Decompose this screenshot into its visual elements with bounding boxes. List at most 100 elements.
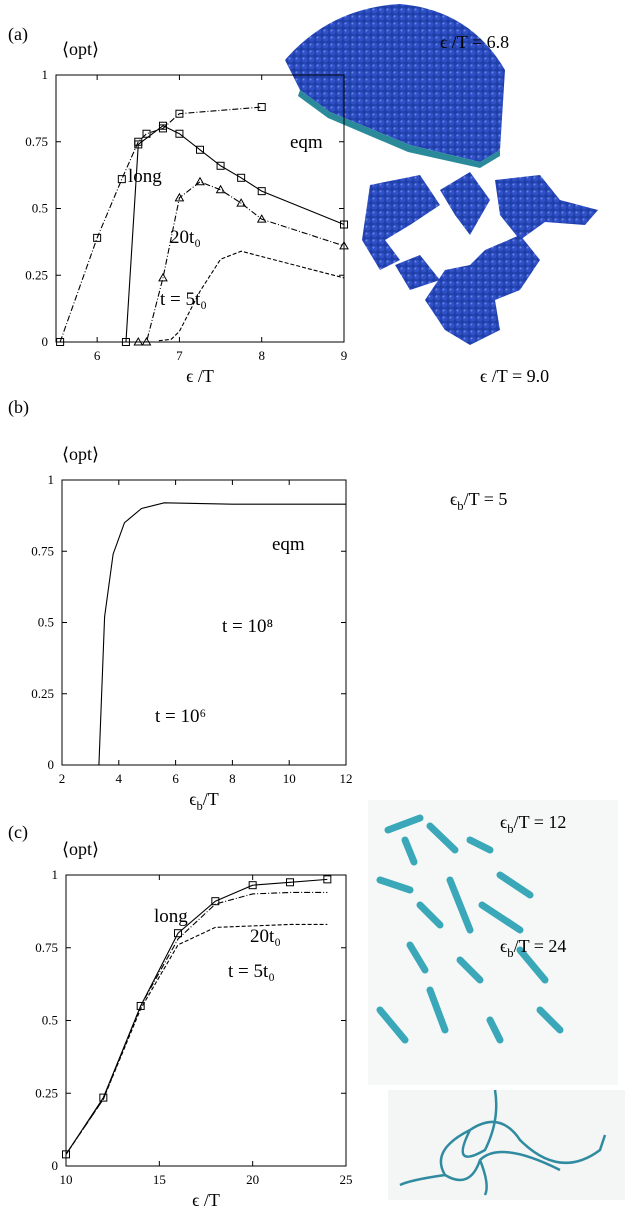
marker [175, 129, 184, 138]
y-tick-label: 0.25 [25, 267, 48, 282]
series-label: long [128, 166, 162, 187]
series-label: eqm [272, 534, 305, 555]
y-axis-label: ⟨opt⟩ [62, 839, 99, 859]
panel-label: (c) [8, 822, 28, 843]
image-label-part: /T = 12 [514, 812, 567, 832]
y-axis-label: ⟨opt⟩ [62, 39, 99, 59]
image-label-part: b [507, 946, 513, 960]
x-tick-label: 9 [341, 348, 348, 363]
image-label-part: /T = 24 [514, 936, 567, 956]
series-label: 20t₀ [250, 926, 281, 947]
marker [141, 336, 152, 346]
image-label: ϵ /T = 9.0 [480, 366, 549, 386]
x-tick-label: 6 [172, 771, 179, 786]
y-tick-label: 1 [52, 867, 59, 882]
y-tick-label: 0.75 [31, 543, 54, 558]
marker [196, 145, 204, 154]
y-tick-label: 0.25 [31, 686, 54, 701]
series-label: long [154, 906, 188, 927]
plot-frame [65, 874, 347, 1167]
marker [237, 173, 246, 182]
chain-image [388, 1089, 625, 1200]
y-tick-label: 0 [42, 334, 49, 349]
y-tick-label: 0.25 [35, 1085, 58, 1100]
x-axis-label-part: ϵ [189, 789, 196, 809]
series-label: 20t₀ [170, 227, 201, 248]
x-tick-label: 10 [60, 1172, 73, 1187]
image-label: ϵb/T = 12 [500, 812, 566, 836]
x-tick-label: 10 [283, 771, 296, 786]
x-tick-label: 8 [229, 771, 236, 786]
image-label-part: b [507, 822, 513, 836]
annotation: t = 10⁶ [155, 706, 206, 727]
image-label-part: ϵ [500, 936, 507, 956]
aggregate-image [362, 172, 598, 345]
marker [236, 198, 247, 207]
marker [174, 192, 185, 202]
marker [175, 109, 184, 118]
crystal-image [285, 4, 505, 168]
y-tick-label: 0.75 [25, 134, 48, 149]
series-line [65, 878, 328, 1155]
marker [134, 140, 143, 149]
series-label: t = 5t₀ [160, 289, 207, 310]
y-tick-label: 0.5 [42, 1013, 58, 1028]
marker [339, 240, 349, 250]
marker [248, 881, 257, 890]
x-tick-label: 15 [153, 1172, 166, 1187]
series-line [62, 502, 346, 766]
marker [256, 214, 267, 223]
series-line [138, 181, 345, 343]
y-tick-label: 1 [42, 67, 49, 82]
series-line [65, 891, 328, 1155]
x-tick-label: 7 [176, 348, 183, 363]
series-line [158, 250, 345, 342]
marker [56, 338, 65, 346]
marker [142, 129, 151, 138]
marker [121, 338, 130, 346]
rods-image [368, 800, 618, 1085]
marker [257, 103, 266, 112]
image-label-part: ϵ [450, 489, 457, 509]
y-tick-label: 0.5 [38, 615, 54, 630]
marker [174, 929, 182, 938]
marker [117, 175, 126, 184]
x-axis-label: ϵ /T [186, 366, 214, 386]
x-axis-label: ϵ /T [192, 1190, 220, 1210]
marker [257, 187, 266, 196]
marker [99, 1093, 108, 1102]
x-tick-label: 20 [246, 1172, 259, 1187]
x-tick-label: 12 [340, 771, 353, 786]
image-label: ϵb/T = 5 [450, 489, 507, 513]
x-axis-label-part: /T [203, 789, 219, 809]
image-label: ϵ /T = 6.8 [440, 32, 509, 52]
x-tick-label: 25 [340, 1172, 353, 1187]
image-label: ϵb/T = 24 [500, 936, 566, 960]
marker [133, 336, 144, 346]
image-label-part: b [457, 499, 463, 513]
y-tick-label: 0.5 [32, 201, 48, 216]
series-label: eqm [290, 132, 323, 153]
panel-label: (b) [8, 397, 29, 418]
image-label-part: ϵ [500, 812, 507, 832]
panel-label: (a) [8, 24, 28, 45]
series-line [125, 125, 345, 343]
marker [195, 176, 205, 186]
annotation: t = 10⁸ [222, 616, 273, 637]
marker [216, 161, 225, 170]
x-axis-label-part: b [197, 799, 203, 813]
marker [323, 875, 332, 884]
x-tick-label: 8 [258, 348, 265, 363]
x-tick-label: 6 [94, 348, 101, 363]
x-tick-label: 4 [116, 771, 123, 786]
x-tick-label: 2 [59, 771, 66, 786]
y-tick-label: 0 [52, 1158, 59, 1173]
marker [158, 121, 167, 130]
marker [93, 233, 102, 242]
series-label: t = 5t₀ [228, 961, 275, 982]
marker [215, 184, 226, 194]
series-line [59, 106, 262, 343]
y-tick-label: 1 [48, 472, 55, 487]
y-tick-label: 0 [48, 757, 55, 772]
